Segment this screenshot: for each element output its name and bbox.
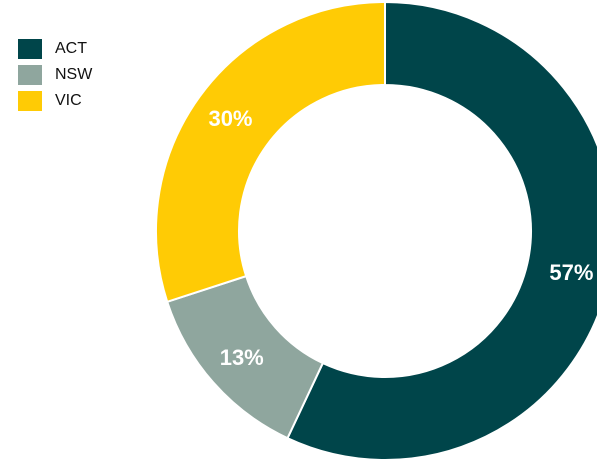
slice-label-nsw: 13% [220, 345, 264, 370]
legend-swatch-nsw [18, 65, 42, 85]
legend-label-vic: VIC [55, 92, 82, 109]
donut-slice-vic [155, 0, 386, 304]
legend-item-vic: VIC [18, 90, 92, 112]
legend-label-act: ACT [55, 40, 87, 57]
legend-swatch-act [18, 39, 42, 59]
slice-label-act: 57% [549, 260, 593, 285]
chart-legend: ACT NSW VIC [18, 38, 92, 112]
legend-item-nsw: NSW [18, 64, 92, 86]
legend-item-act: ACT [18, 38, 92, 60]
slice-label-vic: 30% [208, 106, 252, 131]
legend-label-nsw: NSW [55, 66, 93, 83]
legend-swatch-vic [18, 91, 42, 111]
donut-slice-act [286, 0, 597, 461]
